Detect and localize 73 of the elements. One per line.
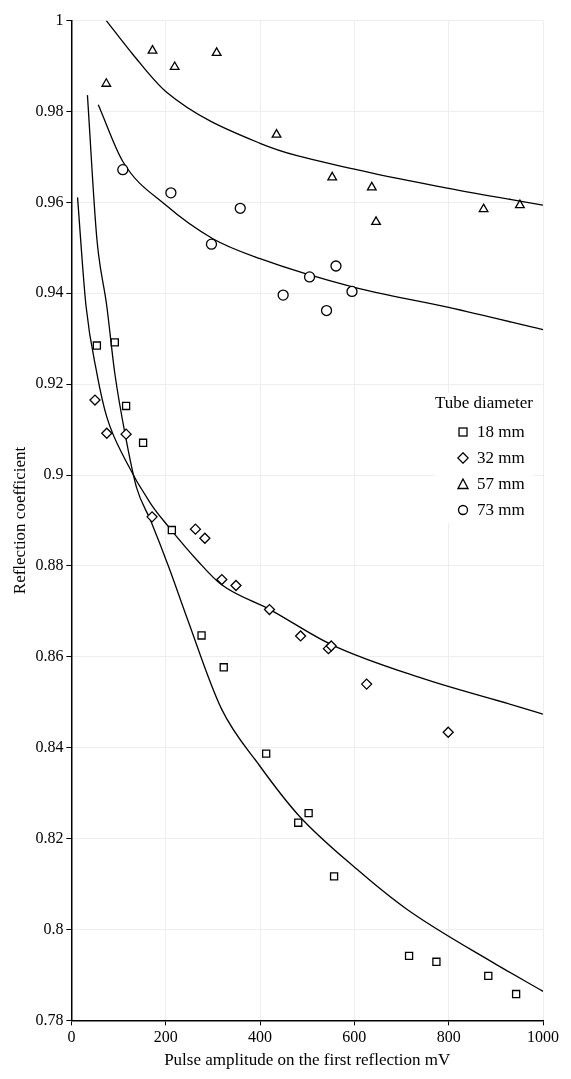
point	[478, 203, 489, 213]
point	[101, 427, 113, 439]
point	[346, 285, 358, 298]
point	[147, 44, 158, 54]
point	[371, 216, 382, 226]
point	[146, 511, 158, 523]
point	[138, 438, 148, 447]
y-tick-label: 0.92	[35, 374, 64, 392]
point	[120, 428, 132, 440]
y-tick-label: 0.96	[35, 192, 64, 210]
y-tick-label: 0.78	[35, 1010, 64, 1028]
x-tick-label: 800	[436, 1028, 461, 1046]
point	[329, 872, 339, 881]
point	[366, 181, 377, 191]
line-series	[105, 20, 543, 206]
point	[234, 202, 246, 214]
point	[320, 304, 333, 317]
y-tick-label: 1	[55, 10, 64, 28]
point	[165, 187, 177, 199]
x-tick-label: 600	[342, 1028, 367, 1046]
point	[197, 631, 206, 640]
point	[432, 957, 441, 966]
point	[199, 532, 211, 544]
y-tick-label: 0.86	[35, 647, 64, 665]
x-tick-label: 0	[67, 1028, 76, 1046]
point	[89, 394, 101, 406]
point	[360, 678, 373, 690]
point	[294, 818, 303, 827]
y-tick-label: 0.94	[35, 283, 64, 301]
point	[271, 129, 282, 138]
point	[303, 271, 316, 283]
y-tick-label: 0.84	[35, 737, 64, 755]
point	[304, 808, 313, 818]
point	[404, 951, 414, 961]
point	[121, 401, 131, 411]
point	[261, 749, 271, 758]
point	[514, 199, 525, 209]
x-axis-title: Pulse amplitude on the first reflection mV	[164, 1050, 451, 1070]
x-tick-label: 400	[248, 1028, 273, 1046]
point	[117, 164, 129, 176]
y-axis-title: Reflection coefficient	[9, 446, 29, 595]
legend-label: 32 mm	[476, 447, 525, 469]
line-series	[97, 104, 543, 331]
point	[92, 341, 102, 350]
legend-label: 57 mm	[476, 473, 525, 495]
point	[110, 338, 119, 347]
y-tick-label: 0.88	[35, 556, 64, 574]
point	[294, 630, 307, 642]
point	[169, 61, 180, 71]
point	[277, 289, 289, 301]
point	[230, 579, 242, 592]
point	[219, 663, 228, 672]
legend-label: 18 mm	[476, 421, 525, 443]
point	[189, 523, 202, 535]
point	[442, 726, 454, 738]
point	[330, 260, 342, 272]
point	[216, 573, 228, 586]
point	[263, 603, 276, 616]
point	[511, 989, 521, 999]
legend-title: Tube diameter	[434, 393, 533, 413]
y-tick-label: 0.9	[43, 465, 64, 483]
y-tick-label: 0.98	[35, 101, 64, 119]
point	[101, 78, 112, 87]
legend-label: 73 mm	[476, 499, 525, 521]
point	[327, 171, 338, 181]
x-tick-label: 1000	[527, 1028, 559, 1046]
y-tick-label: 0.8	[43, 919, 64, 937]
point	[167, 525, 177, 535]
point	[205, 238, 218, 250]
x-tick-label: 200	[153, 1028, 178, 1046]
y-tick-label: 0.82	[35, 828, 64, 846]
point	[484, 971, 493, 981]
point	[211, 47, 222, 57]
